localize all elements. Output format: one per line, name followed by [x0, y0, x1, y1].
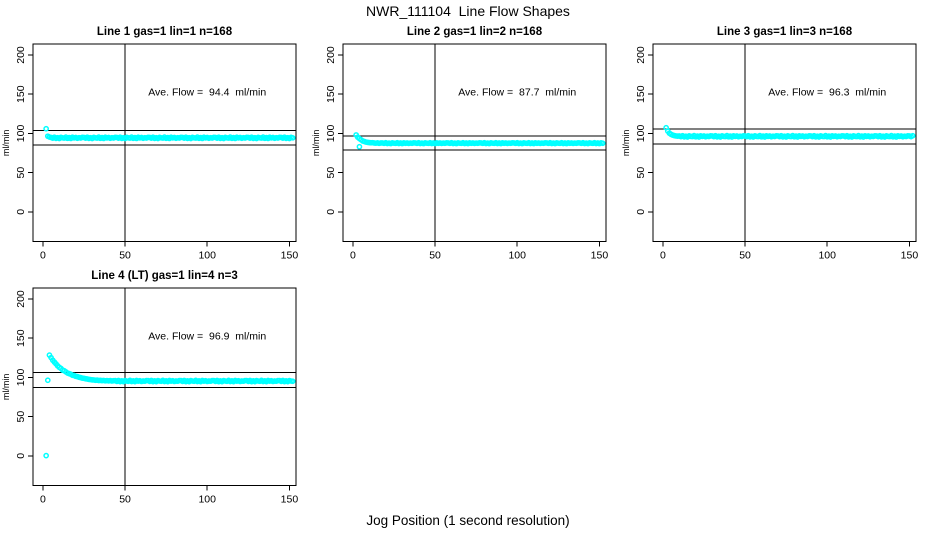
panel-title: Line 4 (LT) gas=1 lin=4 n=3	[91, 270, 237, 282]
y-tick-label: 100	[325, 125, 337, 143]
x-tick-label: 0	[40, 250, 46, 262]
y-tick-label: 0	[325, 209, 337, 215]
y-tick-label: 100	[15, 125, 27, 143]
panel-plot-1: 0 50 100 150 0 50 100 150 200 ml/min Line 1 gas=1 …	[1, 26, 299, 262]
y-tick-label: 0	[15, 209, 27, 215]
panel-title: Line 1 gas=1 lin=1 n=168	[97, 26, 233, 38]
x-tick-label: 50	[739, 250, 751, 262]
ave-flow-annotation: Ave. Flow = 96.9 ml/min	[148, 331, 266, 343]
ave-flow-annotation: Ave. Flow = 96.3 ml/min	[768, 87, 886, 99]
panel-plot-3: 0 50 100 150 0 50 100 150 200 ml/min Line 3 gas=1 …	[621, 26, 919, 262]
y-tick-label: 200	[15, 290, 27, 308]
y-axis-label: ml/min	[621, 130, 631, 157]
y-axis-label: ml/min	[1, 130, 11, 157]
x-tick-label: 0	[660, 250, 666, 262]
ave-flow-annotation: Ave. Flow = 87.7 ml/min	[458, 87, 576, 99]
x-tick-label: 50	[429, 250, 441, 262]
panel-title: Line 3 gas=1 lin=3 n=168	[717, 26, 853, 38]
y-tick-label: 150	[15, 85, 27, 103]
y-tick-label: 50	[635, 167, 647, 179]
flow-data-points	[663, 124, 916, 140]
x-tick-label: 100	[818, 250, 836, 262]
x-tick-label: 100	[198, 494, 216, 506]
y-tick-label: 200	[635, 46, 647, 64]
x-tick-label: 150	[281, 494, 299, 506]
y-tick-label: 100	[15, 369, 27, 387]
x-tick-label: 50	[119, 494, 131, 506]
flow-data-points	[353, 132, 606, 150]
y-tick-label: 0	[635, 209, 647, 215]
plot-box	[32, 287, 297, 487]
flow-data-points	[43, 125, 296, 142]
y-tick-label: 150	[325, 85, 337, 103]
plot-box	[32, 43, 297, 243]
x-tick-label: 150	[901, 250, 919, 262]
x-tick-label: 100	[508, 250, 526, 262]
y-tick-label: 100	[635, 125, 647, 143]
y-tick-label: 50	[15, 411, 27, 423]
y-axis-label: ml/min	[311, 130, 321, 157]
flow-data-points	[43, 352, 296, 459]
panel-plot-2: 0 50 100 150 0 50 100 150 200 ml/min Line 2 gas=1 …	[311, 26, 609, 262]
x-axis-label: Jog Position (1 second resolution)	[366, 513, 570, 528]
y-tick-label: 150	[15, 329, 27, 347]
x-tick-label: 100	[198, 250, 216, 262]
main-title: NWR_111104 Line Flow Shapes	[366, 3, 570, 19]
x-tick-label: 50	[119, 250, 131, 262]
y-tick-label: 50	[325, 167, 337, 179]
x-tick-label: 0	[350, 250, 356, 262]
panel-plot-4: 0 50 100 150 0 50 100 150 200 ml/min Line 4 (LT) g…	[1, 270, 299, 506]
plot-box	[652, 43, 917, 243]
x-tick-label: 150	[281, 250, 299, 262]
y-tick-label: 0	[15, 453, 27, 459]
x-tick-label: 0	[40, 494, 46, 506]
panel-title: Line 2 gas=1 lin=2 n=168	[407, 26, 543, 38]
y-tick-label: 50	[15, 167, 27, 179]
x-tick-label: 150	[591, 250, 609, 262]
y-tick-label: 200	[15, 46, 27, 64]
y-tick-label: 150	[635, 85, 647, 103]
ave-flow-annotation: Ave. Flow = 94.4 ml/min	[148, 87, 266, 99]
y-axis-label: ml/min	[1, 374, 11, 401]
y-tick-label: 200	[325, 46, 337, 64]
plot-box	[342, 43, 607, 243]
